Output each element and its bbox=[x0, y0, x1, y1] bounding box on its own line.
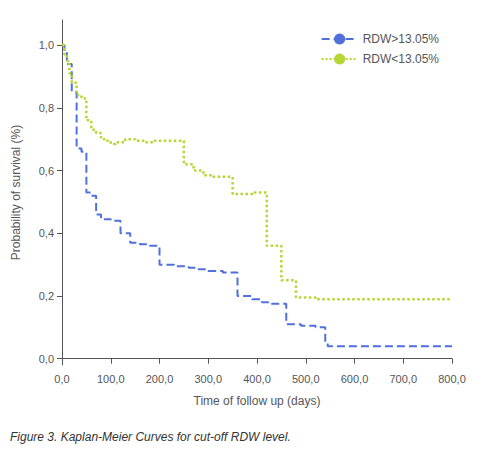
svg-text:0,8: 0,8 bbox=[39, 102, 54, 114]
svg-text:0,2: 0,2 bbox=[39, 290, 54, 302]
svg-text:Time of follow up (days): Time of follow up (days) bbox=[194, 394, 321, 408]
svg-text:600,0: 600,0 bbox=[341, 373, 369, 385]
svg-text:RDW<13.05%: RDW<13.05% bbox=[363, 52, 440, 66]
svg-text:100,0: 100,0 bbox=[97, 373, 125, 385]
svg-text:400,0: 400,0 bbox=[243, 373, 271, 385]
svg-text:0,6: 0,6 bbox=[39, 165, 54, 177]
svg-text:300,0: 300,0 bbox=[194, 373, 222, 385]
svg-text:0,0: 0,0 bbox=[54, 373, 69, 385]
svg-text:700,0: 700,0 bbox=[389, 373, 417, 385]
svg-text:Figure 3. Kaplan-Meier Curves: Figure 3. Kaplan-Meier Curves for cut-of… bbox=[10, 430, 291, 444]
svg-text:0,0: 0,0 bbox=[39, 353, 54, 365]
svg-text:0,4: 0,4 bbox=[39, 227, 54, 239]
svg-text:Probability of survival (%): Probability of survival (%) bbox=[9, 125, 23, 260]
svg-text:800,0: 800,0 bbox=[438, 373, 466, 385]
svg-text:RDW>13.05%: RDW>13.05% bbox=[363, 32, 440, 46]
svg-text:200,0: 200,0 bbox=[146, 373, 174, 385]
svg-text:1,0: 1,0 bbox=[39, 39, 54, 51]
svg-text:500,0: 500,0 bbox=[292, 373, 320, 385]
